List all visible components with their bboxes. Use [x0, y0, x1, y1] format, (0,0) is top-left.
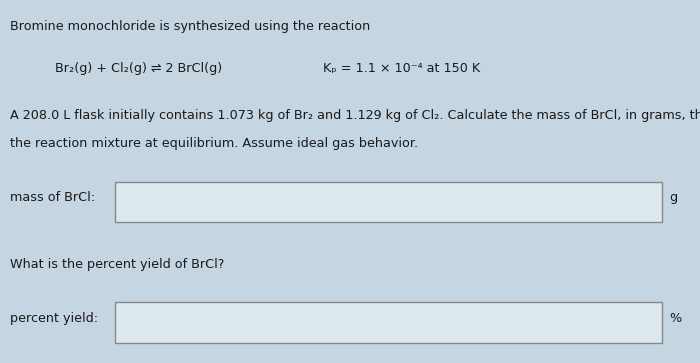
Text: percent yield:: percent yield:	[10, 312, 99, 325]
Text: g: g	[669, 191, 677, 204]
FancyBboxPatch shape	[116, 302, 662, 343]
Text: What is the percent yield of BrCl?: What is the percent yield of BrCl?	[10, 258, 225, 271]
FancyBboxPatch shape	[116, 182, 662, 223]
Text: Bromine monochloride is synthesized using the reaction: Bromine monochloride is synthesized usin…	[10, 20, 371, 33]
Text: the reaction mixture at equilibrium. Assume ideal gas behavior.: the reaction mixture at equilibrium. Ass…	[10, 137, 419, 150]
Text: A 208.0 L flask initially contains 1.073 kg of Br₂ and 1.129 kg of Cl₂. Calculat: A 208.0 L flask initially contains 1.073…	[10, 109, 700, 122]
Text: mass of BrCl:: mass of BrCl:	[10, 191, 96, 204]
Text: %: %	[669, 312, 681, 325]
Text: Br₂(g) + Cl₂(g) ⇌ 2 BrCl(g): Br₂(g) + Cl₂(g) ⇌ 2 BrCl(g)	[55, 62, 222, 76]
Text: Kₚ = 1.1 × 10⁻⁴ at 150 K: Kₚ = 1.1 × 10⁻⁴ at 150 K	[323, 62, 480, 76]
